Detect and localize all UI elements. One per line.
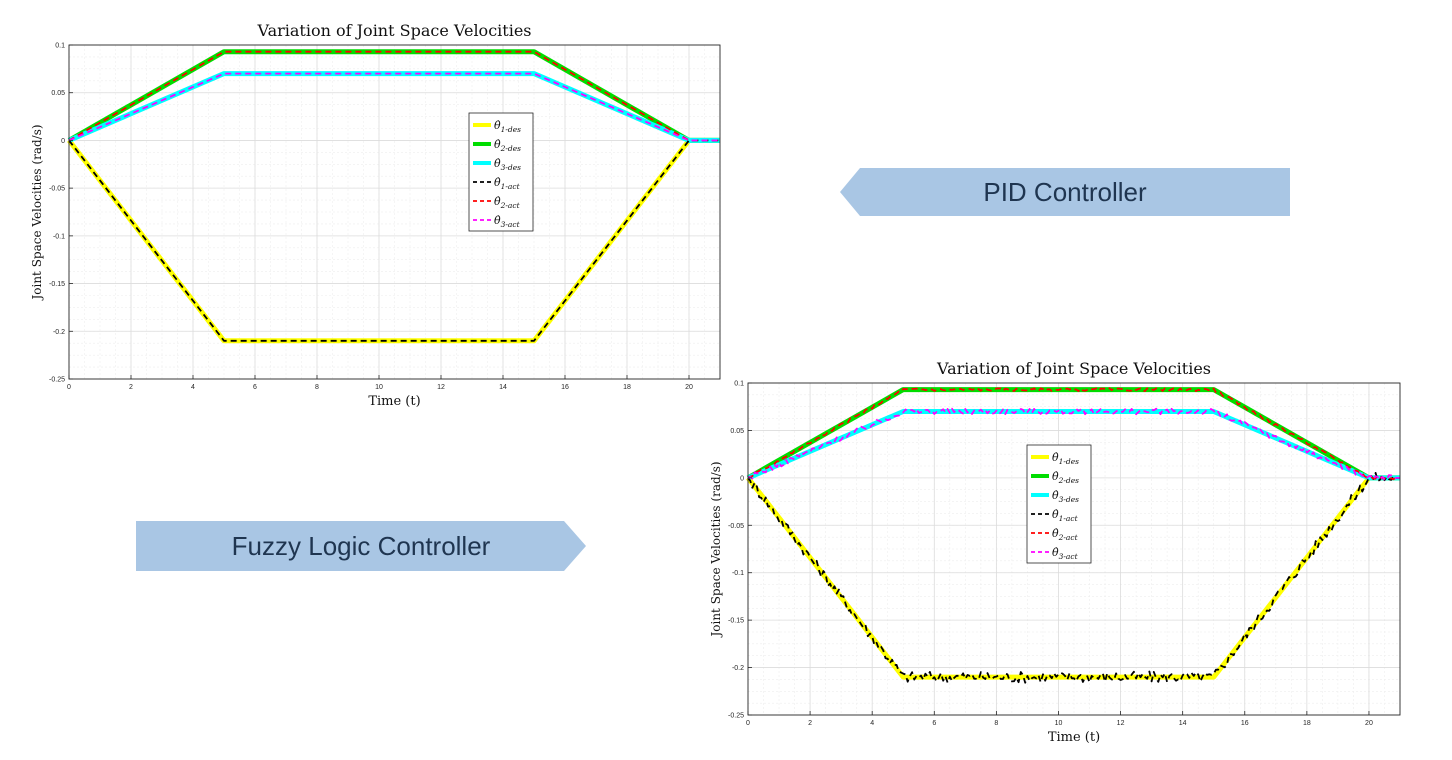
legend: θ̇1-des θ̇2-des θ̇3-des θ̇1-act θ̇2-act θ̇3-a… bbox=[1026, 444, 1092, 564]
x-tick-label: 2 bbox=[129, 384, 133, 391]
series-line-6 bbox=[747, 407, 1400, 481]
y-tick-label: -0.1 bbox=[53, 233, 65, 240]
legend-label-2: θ̇2-des bbox=[1052, 470, 1079, 485]
y-tick-label: -0.2 bbox=[732, 665, 744, 672]
series-group bbox=[67, 49, 720, 344]
y-tick-label: 0.1 bbox=[55, 43, 65, 50]
y-axis-label: Joint Space Velocities (rad/s) bbox=[30, 124, 44, 301]
pid-chart: 0 2 4 6 8 10 12 14 16 18 20 -0.25 -0.2 -0.15 -0.1 -0.05… bbox=[0, 0, 730, 415]
chart-title: Variation of Joint Space Velocities bbox=[257, 21, 532, 40]
legend-label-3: θ̇3-des bbox=[1052, 489, 1079, 504]
y-tick-label: -0.05 bbox=[49, 186, 65, 193]
chart-title: Variation of Joint Space Velocities bbox=[936, 359, 1211, 378]
fuzzy-controller-label: Fuzzy Logic Controller bbox=[231, 530, 491, 561]
x-tick-label: 6 bbox=[932, 720, 936, 727]
legend-label-2: θ̇2-des bbox=[494, 138, 521, 153]
plot-frame bbox=[747, 382, 1401, 716]
x-tick-label: 8 bbox=[994, 720, 998, 727]
x-tick-label: 20 bbox=[1365, 720, 1373, 727]
pid-chart-svg: 0 2 4 6 8 10 12 14 16 18 20 -0.25 -0.2 -0.15 -0.1 -0.05… bbox=[30, 21, 721, 409]
series-line-5 bbox=[747, 387, 1400, 481]
y-tick-label: -0.25 bbox=[728, 713, 744, 720]
y-tick-label: -0.15 bbox=[728, 618, 744, 625]
x-tick-label: 10 bbox=[1055, 720, 1063, 727]
series-group bbox=[746, 387, 1400, 684]
fuzzy-chart: 0 2 4 6 8 10 12 14 16 18 20 -0.25 -0.2 -0.15 -0.1 -0.05… bbox=[700, 355, 1405, 755]
y-axis-label: Joint Space Velocities (rad/s) bbox=[709, 461, 723, 638]
x-tick-label: 20 bbox=[685, 384, 693, 391]
y-tick-label: 0.05 bbox=[51, 90, 65, 97]
y-tick-label: -0.05 bbox=[728, 523, 744, 530]
y-tick-label: 0.1 bbox=[734, 381, 744, 388]
x-tick-label: 18 bbox=[1303, 720, 1311, 727]
legend-label-3: θ̇3-des bbox=[494, 157, 521, 172]
series-line-6 bbox=[68, 72, 720, 142]
fuzzy-controller-arrow: Fuzzy Logic Controller bbox=[136, 521, 586, 571]
pid-controller-arrow: PID Controller bbox=[840, 168, 1290, 216]
legend-label-5: θ̇2-act bbox=[1052, 527, 1079, 542]
fuzzy-chart-svg: 0 2 4 6 8 10 12 14 16 18 20 -0.25 -0.2 -0.15 -0.1 -0.05… bbox=[709, 359, 1401, 745]
x-tick-label: 12 bbox=[1117, 720, 1125, 727]
x-axis-label: Time (t) bbox=[368, 394, 420, 409]
y-tick-label: 0 bbox=[61, 138, 65, 145]
right-arrow-shape bbox=[136, 521, 586, 571]
plot-frame bbox=[68, 44, 721, 380]
x-tick-label: 10 bbox=[375, 384, 383, 391]
series-line-4 bbox=[747, 472, 1400, 684]
legend-label-6: θ̇3-act bbox=[494, 214, 521, 229]
legend: θ̇1-des θ̇2-des θ̇3-des θ̇1-act θ̇2-act θ̇3-a… bbox=[468, 112, 534, 232]
y-tick-label: 0 bbox=[740, 475, 744, 482]
x-tick-label: 16 bbox=[561, 384, 569, 391]
legend-label-1: θ̇1-des bbox=[494, 119, 521, 134]
x-tick-label: 0 bbox=[67, 384, 71, 391]
legend-label-4: θ̇1-act bbox=[1052, 508, 1079, 523]
x-tick-label: 2 bbox=[808, 720, 812, 727]
x-tick-label: 4 bbox=[191, 384, 195, 391]
y-tick-label: -0.2 bbox=[53, 329, 65, 336]
legend-label-5: θ̇2-act bbox=[494, 195, 521, 210]
x-tick-label: 0 bbox=[746, 720, 750, 727]
x-tick-label: 14 bbox=[1179, 720, 1187, 727]
x-tick-label: 6 bbox=[253, 384, 257, 391]
left-arrow-shape bbox=[840, 168, 1290, 216]
legend-label-6: θ̇3-act bbox=[1052, 546, 1079, 561]
y-tick-label: -0.1 bbox=[732, 570, 744, 577]
x-tick-label: 8 bbox=[315, 384, 319, 391]
pid-controller-label: PID Controller bbox=[983, 176, 1147, 207]
legend-label-4: θ̇1-act bbox=[494, 176, 521, 191]
legend-label-1: θ̇1-des bbox=[1052, 451, 1079, 466]
y-tick-label: -0.25 bbox=[49, 377, 65, 384]
x-tick-label: 18 bbox=[623, 384, 631, 391]
x-tick-label: 12 bbox=[437, 384, 445, 391]
series-line-4 bbox=[68, 139, 720, 342]
x-tick-label: 4 bbox=[870, 720, 874, 727]
y-tick-label: 0.05 bbox=[730, 428, 744, 435]
y-tick-label: -0.15 bbox=[49, 281, 65, 288]
x-tick-label: 16 bbox=[1241, 720, 1249, 727]
x-tick-label: 14 bbox=[499, 384, 507, 391]
x-axis-label: Time (t) bbox=[1048, 730, 1100, 745]
